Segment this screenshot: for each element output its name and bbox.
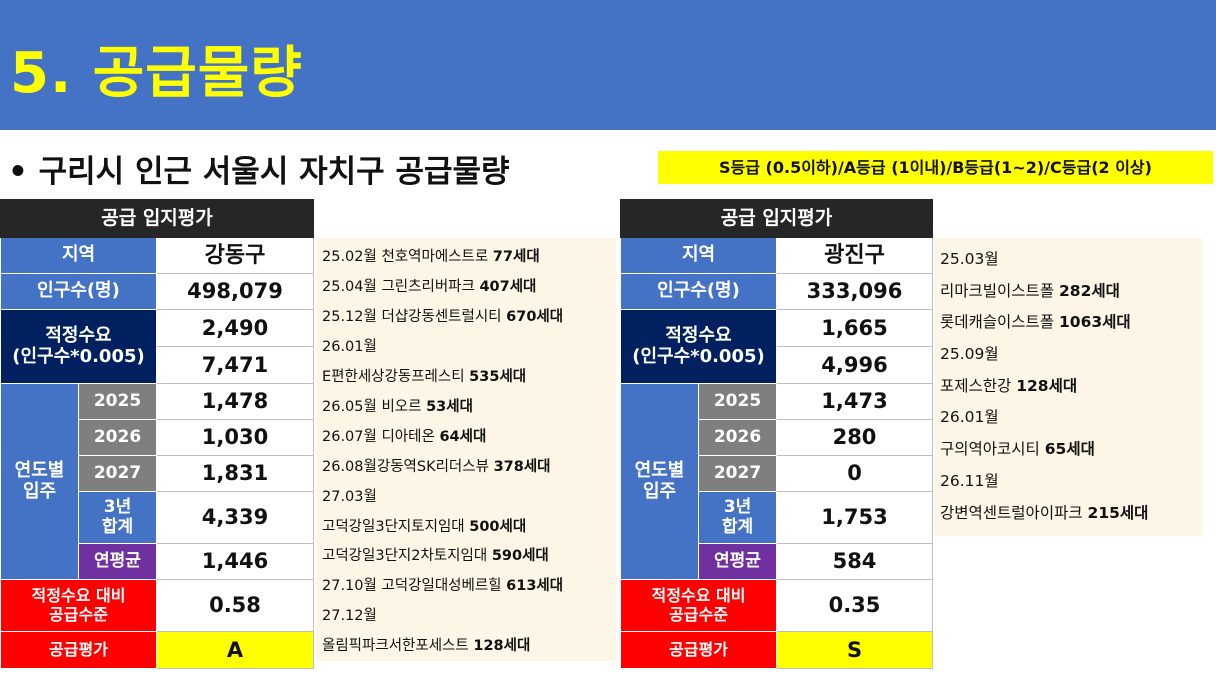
header-bar: 5. 공급물량 (0, 0, 1216, 130)
region-label: 지역 (0, 237, 157, 274)
population-value: 333,096 (776, 273, 933, 310)
population-label: 인구수(명) (0, 273, 157, 310)
demand-value-b: 7,471 (156, 346, 314, 384)
year-2027-value: 0 (776, 455, 933, 492)
note-line: 25.04월 그린츠리버파크 407세대 (322, 279, 537, 295)
three-year-sum-label: 3년 합계 (78, 491, 157, 544)
page-title: 5. 공급물량 (10, 41, 303, 106)
year-2025-label: 2025 (78, 383, 157, 420)
note-line: 고덕강일3단지2차토지임대 590세대 (322, 548, 549, 564)
note-line: 25.02월 천호역마에스트로 77세대 (322, 249, 540, 265)
note-line: 리마크빌이스트폴 282세대 (940, 282, 1120, 300)
section-subtitle: • 구리시 인근 서울시 자치구 공급물량 (8, 154, 510, 190)
supply-notes-left: 25.02월 천호역마에스트로 77세대 25.04월 그린츠리버파크 407세… (316, 238, 616, 661)
year-2026-value: 1,030 (156, 419, 314, 456)
note-line: 26.07월 디아테온 64세대 (322, 429, 487, 445)
note-line: 25.03월 (940, 250, 999, 268)
region-label: 지역 (620, 237, 777, 274)
table-header: 공급 입지평가 (620, 199, 933, 238)
note-line: 구의역아코시티 65세대 (940, 440, 1095, 458)
note-line: 26.05월 비오르 53세대 (322, 399, 473, 415)
supply-table-left: 공급 입지평가 지역 강동구 인구수(명) 498,079 적정수요 (인구수*… (0, 199, 314, 669)
sum3-label-line1: 3년 (103, 496, 132, 517)
supply-grade-value: S (776, 631, 933, 669)
supply-notes-right: 25.03월 리마크빌이스트폴 282세대 롯데캐슬이스트폴 1063세대 25… (934, 238, 1202, 536)
supply-table-right: 공급 입지평가 지역 광진구 인구수(명) 333,096 적정수요 (인구수*… (620, 199, 933, 669)
demand-label: 적정수요 (인구수*0.005) (0, 309, 157, 384)
yearly-label-line2: 입주 (22, 480, 57, 502)
population-value: 498,079 (156, 273, 314, 310)
demand-value-a: 2,490 (156, 309, 314, 347)
ratio-label: 적정수요 대비 공급수준 (0, 579, 157, 632)
supply-grade-label: 공급평가 (0, 631, 157, 669)
ratio-value: 0.35 (776, 579, 933, 632)
grade-legend: S등급 (0.5이하)/A등급 (1이내)/B등급(1~2)/C등급(2 이상) (658, 151, 1213, 184)
ratio-label-line2: 공급수준 (49, 604, 108, 624)
ratio-value: 0.58 (156, 579, 314, 632)
note-line: 27.12월 (322, 608, 377, 624)
supply-grade-label: 공급평가 (620, 631, 777, 669)
note-line: 26.01월 (322, 339, 377, 355)
yearly-label-line1: 연도별 (634, 459, 685, 481)
note-line: 26.01월 (940, 408, 999, 426)
note-line: 27.10월 고덕강일대성베르힐 613세대 (322, 578, 564, 594)
three-year-sum-value: 4,339 (156, 491, 314, 544)
demand-label-line1: 적정수요 (665, 324, 732, 346)
year-2025-value: 1,478 (156, 383, 314, 420)
note-line: 고덕강일3단지토지임대 500세대 (322, 519, 527, 535)
three-year-sum-value: 1,753 (776, 491, 933, 544)
demand-value-a: 1,665 (776, 309, 933, 347)
ratio-label-line1: 적정수요 대비 (651, 586, 746, 606)
supply-grade-value: A (156, 631, 314, 669)
note-line: 25.12월 더샵강동센트럴시티 670세대 (322, 309, 564, 325)
region-value: 광진구 (776, 237, 933, 274)
ratio-label-line1: 적정수요 대비 (31, 586, 126, 606)
yearly-label: 연도별 입주 (0, 383, 79, 580)
ratio-label-line2: 공급수준 (669, 604, 728, 624)
sum3-label-line1: 3년 (723, 496, 752, 517)
year-2027-label: 2027 (698, 455, 777, 492)
sum3-label-line2: 합계 (101, 516, 134, 537)
year-2027-label: 2027 (78, 455, 157, 492)
year-2025-label: 2025 (698, 383, 777, 420)
year-2025-value: 1,473 (776, 383, 933, 420)
note-line: E편한세상강동프레스티 535세대 (322, 369, 527, 385)
annual-avg-value: 584 (776, 543, 933, 580)
demand-label-line2: (인구수*0.005) (632, 345, 765, 367)
note-line: 포제스한강 128세대 (940, 377, 1078, 395)
annual-avg-label: 연평균 (78, 543, 157, 580)
note-line: 27.03월 (322, 489, 377, 505)
region-value: 강동구 (156, 237, 314, 274)
note-line: 올림픽파크서한포세스트 128세대 (322, 638, 531, 654)
yearly-label-line1: 연도별 (14, 459, 65, 481)
demand-label-line2: (인구수*0.005) (12, 345, 145, 367)
note-line: 26.11월 (940, 472, 999, 490)
year-2027-value: 1,831 (156, 455, 314, 492)
demand-label: 적정수요 (인구수*0.005) (620, 309, 777, 384)
note-line: 롯데캐슬이스트폴 1063세대 (940, 313, 1131, 331)
annual-avg-label: 연평균 (698, 543, 777, 580)
annual-avg-value: 1,446 (156, 543, 314, 580)
note-line: 26.08월강동역SK리더스뷰 378세대 (322, 459, 551, 475)
population-label: 인구수(명) (620, 273, 777, 310)
demand-label-line1: 적정수요 (45, 324, 112, 346)
note-line: 강변역센트럴아이파크 215세대 (940, 504, 1149, 522)
ratio-label: 적정수요 대비 공급수준 (620, 579, 777, 632)
yearly-label-line2: 입주 (642, 480, 677, 502)
table-header: 공급 입지평가 (0, 199, 314, 238)
demand-value-b: 4,996 (776, 346, 933, 384)
three-year-sum-label: 3년 합계 (698, 491, 777, 544)
yearly-label: 연도별 입주 (620, 383, 699, 580)
note-line: 25.09월 (940, 345, 999, 363)
year-2026-label: 2026 (698, 419, 777, 456)
year-2026-value: 280 (776, 419, 933, 456)
year-2026-label: 2026 (78, 419, 157, 456)
sum3-label-line2: 합계 (721, 516, 754, 537)
